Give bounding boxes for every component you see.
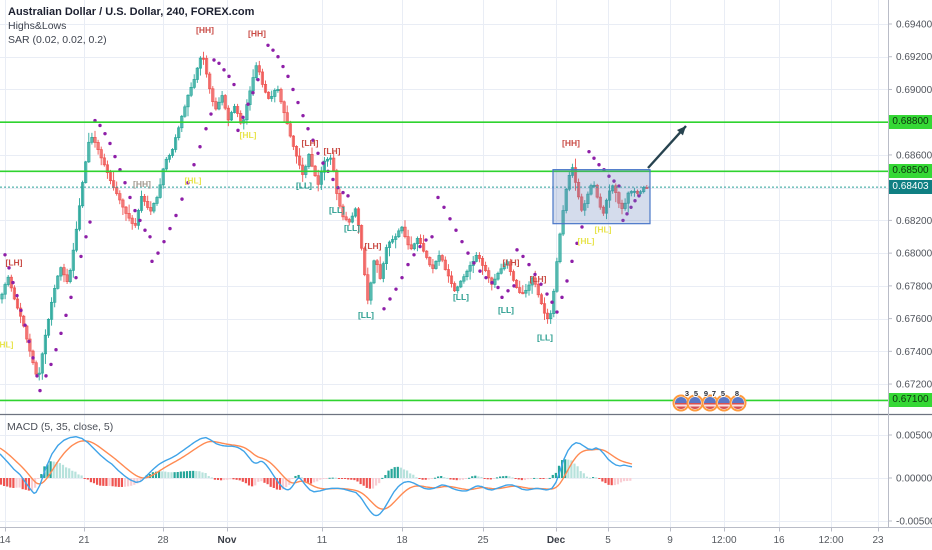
svg-text:3: 3 (685, 389, 689, 398)
axis-frame (0, 0, 932, 528)
svg-text:[HL]: [HL] (595, 225, 612, 235)
svg-text:[HL]: [HL] (240, 130, 257, 140)
price-level-badge-67100: 0.67100 (889, 393, 932, 407)
svg-text:18: 18 (396, 535, 408, 546)
svg-text:0.67400: 0.67400 (896, 347, 932, 358)
current-price-badge: 0.68403 (889, 180, 932, 194)
time-axis[interactable] (0, 528, 932, 550)
svg-text:0.69000: 0.69000 (896, 85, 932, 96)
svg-text:9: 9 (704, 389, 708, 398)
svg-text:5: 5 (721, 389, 725, 398)
svg-text:23: 23 (872, 535, 884, 546)
svg-text:7: 7 (712, 389, 716, 398)
svg-text:9: 9 (667, 535, 673, 546)
svg-text:0.67200: 0.67200 (896, 380, 932, 391)
svg-text:[LH]: [LH] (324, 146, 341, 156)
svg-text:0.69400: 0.69400 (896, 20, 932, 31)
svg-text:[LL]: [LL] (344, 223, 360, 233)
svg-text:[HH]: [HH] (562, 138, 580, 148)
svg-text:[LH]: [LH] (365, 241, 382, 251)
svg-text:12:00: 12:00 (818, 535, 843, 546)
svg-text:Dec: Dec (547, 535, 566, 546)
svg-text:[LH]: [LH] (302, 138, 319, 148)
price-level-badge-68500: 0.68500 (889, 164, 932, 178)
svg-text:28: 28 (157, 535, 169, 546)
svg-text:[HL]: [HL] (185, 176, 202, 186)
svg-text:[LL]: [LL] (329, 205, 345, 215)
svg-text:14: 14 (0, 535, 11, 546)
svg-text:5: 5 (605, 535, 611, 546)
svg-text:[LL]: [LL] (296, 181, 312, 191)
svg-text:[HL]: [HL] (578, 236, 595, 246)
svg-text:[HL]: [HL] (0, 339, 14, 349)
candles-layer[interactable] (0, 51, 649, 381)
svg-text:[HH]: [HH] (133, 179, 151, 189)
svg-text:[LH]: [LH] (503, 257, 520, 267)
svg-text:5: 5 (694, 389, 698, 398)
svg-text:0.68600: 0.68600 (896, 150, 932, 161)
svg-text:0.68200: 0.68200 (896, 216, 932, 227)
svg-text:21: 21 (78, 535, 90, 546)
svg-text:8: 8 (735, 389, 739, 398)
svg-text:12:00: 12:00 (711, 535, 736, 546)
svg-text:[LL]: [LL] (358, 310, 374, 320)
svg-text:[LL]: [LL] (537, 333, 553, 343)
sar-dots-layer (3, 43, 641, 393)
svg-text:[LL]: [LL] (453, 292, 469, 302)
price-level-badge-68800: 0.68800 (889, 115, 932, 129)
svg-text:Nov: Nov (218, 535, 237, 546)
axis-labels: 0.69400 0.69200 0.69000 0.68800 0.68600 0.684… (0, 20, 932, 547)
svg-text:[HH]: [HH] (196, 25, 214, 35)
svg-text:11: 11 (317, 535, 328, 546)
svg-text:0.67800: 0.67800 (896, 281, 932, 292)
svg-text:0.00000: 0.00000 (896, 474, 932, 485)
swing-labels-layer: [LH] [HL] [HH] [HL] [HH] [HL] [HH] [LH] [LL] [LH]… (0, 25, 612, 349)
svg-text:0.67600: 0.67600 (896, 314, 932, 325)
drawing-arrow[interactable] (647, 125, 687, 169)
drawing-rectangle[interactable] (552, 169, 651, 225)
price-axis[interactable] (889, 0, 932, 527)
svg-text:-0.00500: -0.00500 (896, 517, 932, 528)
svg-text:0.69200: 0.69200 (896, 52, 932, 63)
svg-text:25: 25 (477, 535, 489, 546)
svg-text:[LL]: [LL] (498, 305, 514, 315)
macd-pane[interactable] (0, 436, 633, 517)
svg-text:0.68000: 0.68000 (896, 249, 932, 260)
svg-text:[HH]: [HH] (248, 28, 266, 38)
svg-text:0.00500: 0.00500 (896, 431, 932, 442)
svg-text:[LH]: [LH] (530, 274, 547, 284)
svg-text:16: 16 (773, 535, 785, 546)
svg-text:[LH]: [LH] (6, 257, 23, 267)
